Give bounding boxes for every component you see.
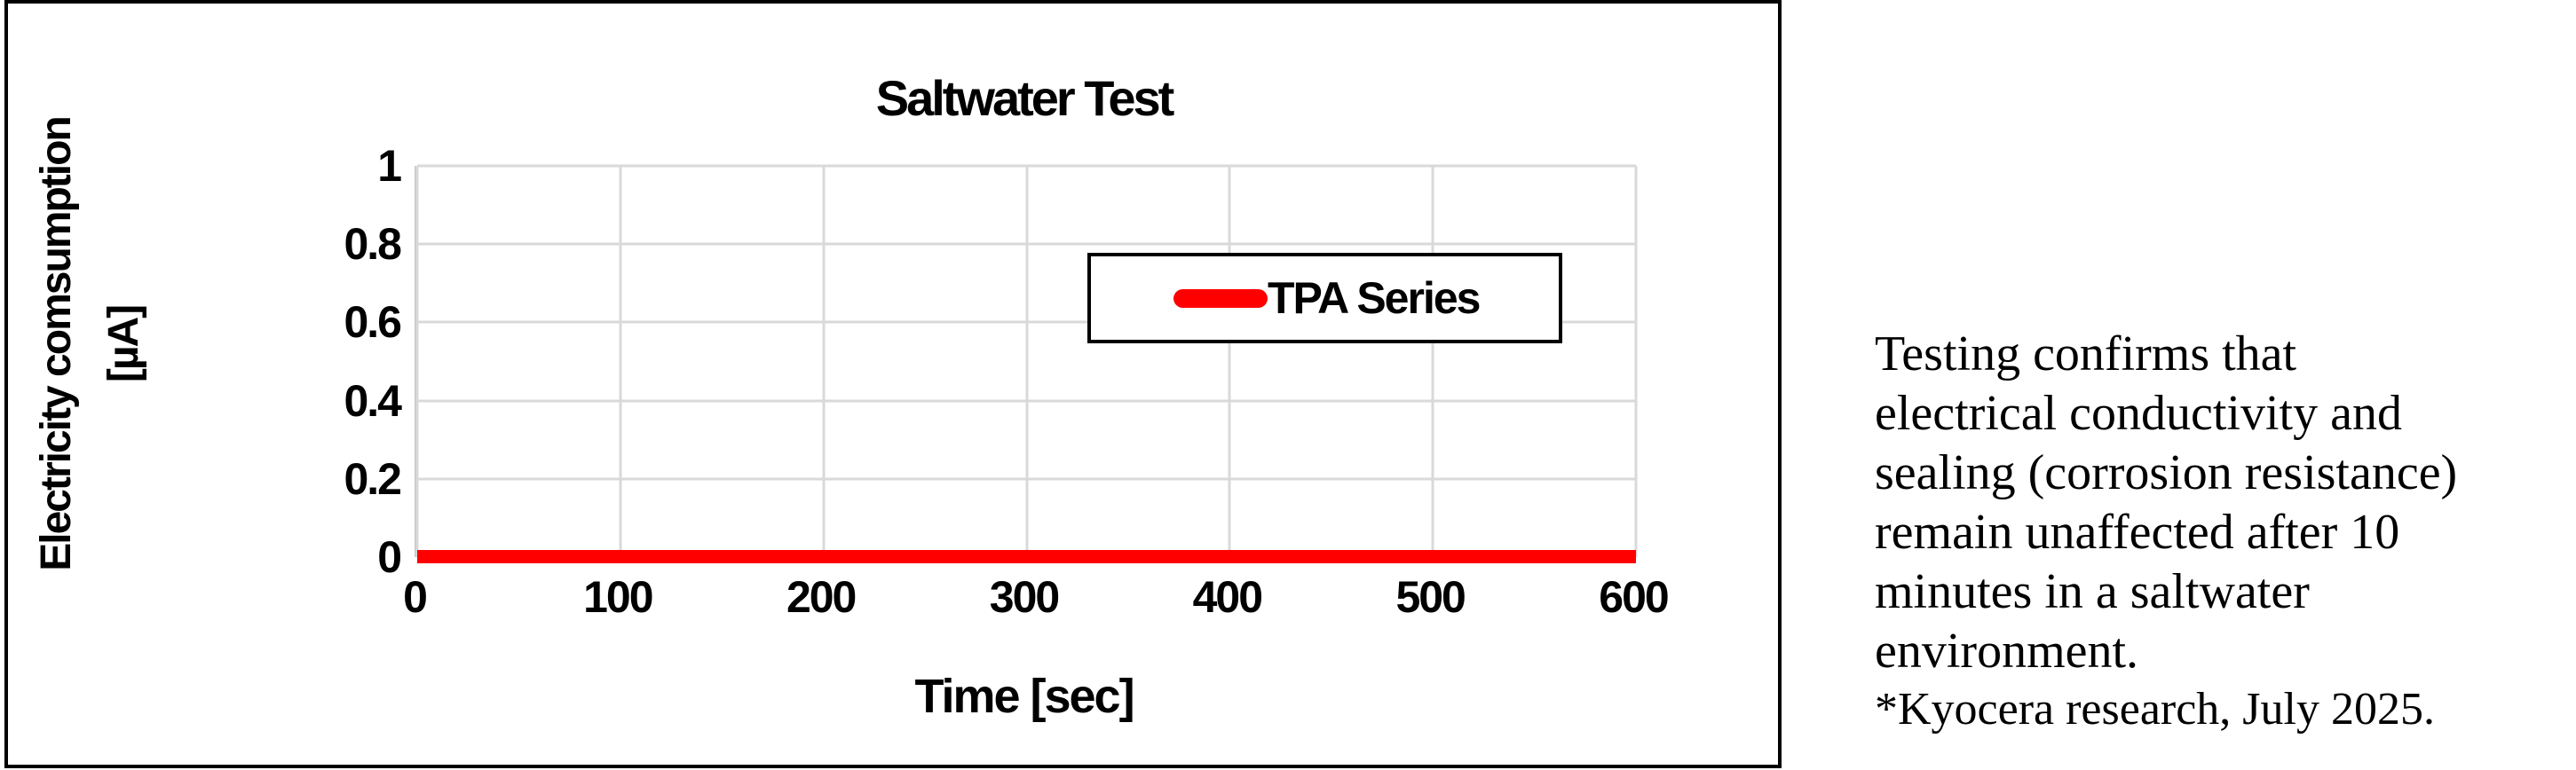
- legend-series-label: TPA Series: [1268, 273, 1481, 323]
- x-axis-title: Time [sec]: [914, 670, 1134, 723]
- x-tick-label: 400: [1192, 572, 1263, 622]
- y-axis-title-line1: Electricity comsumption: [33, 117, 80, 571]
- y-tick-label: 0: [377, 532, 402, 582]
- y-tick-label: 0.8: [344, 219, 402, 270]
- legend: TPA Series: [1087, 253, 1562, 343]
- v-gridline: [1634, 166, 1638, 557]
- v-gridline: [1431, 166, 1434, 557]
- h-gridline: [417, 320, 1636, 324]
- annotation-block: Testing confirms that electrical conduct…: [1875, 325, 2576, 736]
- v-gridline: [619, 166, 622, 557]
- legend-line-swatch: [1173, 288, 1268, 308]
- x-tick-label: 300: [989, 572, 1060, 622]
- y-tick-label: 1: [377, 141, 402, 191]
- v-gridline: [1228, 166, 1231, 557]
- x-tick-label: 500: [1395, 572, 1466, 622]
- x-tick-label: 600: [1599, 572, 1669, 622]
- x-tick-label: 100: [583, 572, 653, 622]
- plot-area: [415, 164, 1638, 563]
- h-gridline: [417, 399, 1636, 403]
- y-axis-title-line2: [µA]: [100, 305, 147, 383]
- x-tick-label: 200: [786, 572, 857, 622]
- v-gridline: [822, 166, 826, 557]
- y-tick-label: 0.2: [344, 453, 402, 504]
- y-tick-label: 0.6: [344, 297, 402, 348]
- chart-title: Saltwater Test: [875, 70, 1175, 126]
- h-gridline: [417, 477, 1636, 481]
- annotation-footnote: *Kyocera research, July 2025.: [1875, 684, 2435, 735]
- chart-frame: Saltwater Test Electricity comsumption […: [4, 0, 1782, 768]
- series-line-tpa: [417, 550, 1636, 563]
- v-gridline: [1025, 166, 1028, 557]
- annotation-text: Testing confirms that electrical conduct…: [1875, 326, 2458, 679]
- y-tick-label: 0.4: [344, 375, 402, 426]
- y-axis-title: Electricity comsumption [µA]: [23, 78, 165, 610]
- v-gridline: [415, 166, 419, 557]
- x-tick-label: 0: [403, 572, 428, 622]
- h-gridline: [417, 242, 1636, 246]
- h-gridline: [417, 164, 1636, 168]
